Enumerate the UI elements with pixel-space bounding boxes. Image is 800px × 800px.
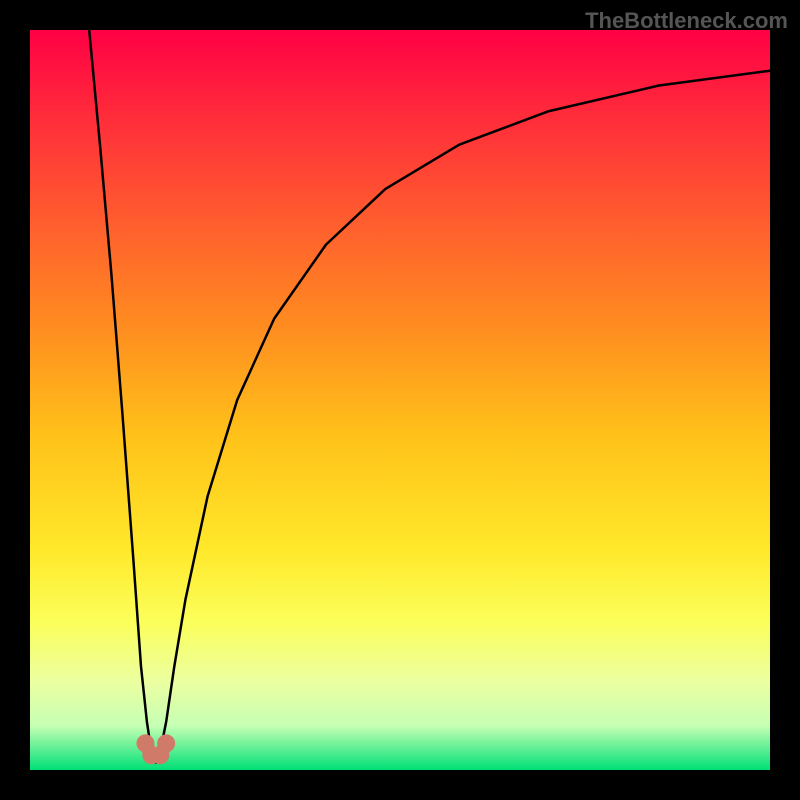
dip-marker [157, 734, 175, 752]
watermark-text: TheBottleneck.com [585, 8, 788, 34]
bottleneck-chart [0, 0, 800, 800]
